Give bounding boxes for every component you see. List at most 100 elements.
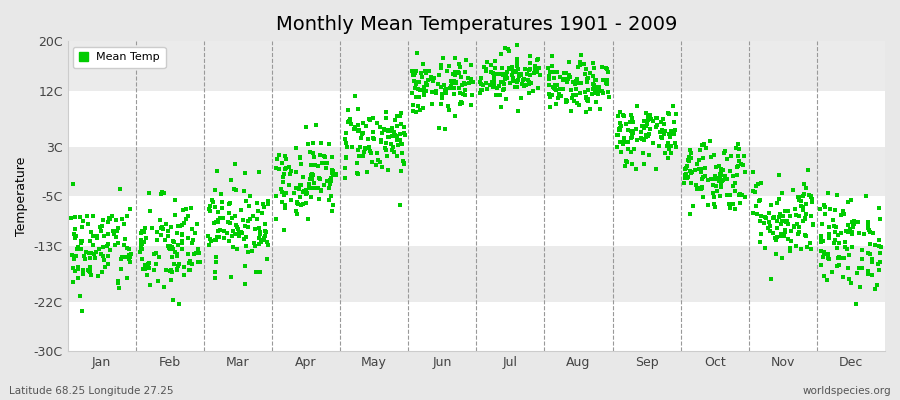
Point bbox=[211, 218, 225, 225]
Point bbox=[692, 185, 706, 191]
Point bbox=[252, 234, 266, 241]
Point bbox=[695, 183, 709, 190]
Point bbox=[388, 117, 402, 123]
Point bbox=[292, 186, 306, 192]
Point bbox=[361, 136, 375, 143]
Point bbox=[668, 139, 682, 146]
Point bbox=[842, 276, 857, 283]
Point bbox=[248, 242, 263, 249]
Point bbox=[446, 85, 461, 91]
Point bbox=[709, 175, 724, 182]
Point bbox=[838, 244, 852, 250]
Point bbox=[639, 134, 653, 140]
Point bbox=[682, 158, 697, 165]
Point bbox=[312, 196, 327, 202]
Point bbox=[588, 76, 602, 83]
Point bbox=[794, 202, 808, 209]
Point bbox=[814, 262, 828, 268]
Point bbox=[556, 70, 571, 76]
Point bbox=[624, 112, 638, 118]
Point bbox=[94, 251, 108, 258]
Point bbox=[850, 270, 864, 276]
Point bbox=[418, 68, 432, 74]
Point bbox=[581, 96, 596, 102]
Point bbox=[712, 178, 726, 184]
Point bbox=[472, 90, 487, 96]
Point bbox=[379, 115, 393, 121]
Point bbox=[68, 226, 83, 232]
Point bbox=[475, 87, 490, 93]
Point bbox=[464, 75, 479, 82]
Point bbox=[495, 65, 509, 72]
Point bbox=[136, 265, 150, 272]
Point bbox=[165, 269, 179, 275]
Point bbox=[383, 140, 398, 147]
Point bbox=[376, 126, 391, 133]
Point bbox=[397, 124, 411, 130]
Point bbox=[169, 253, 184, 260]
Point bbox=[138, 224, 152, 231]
Point bbox=[564, 108, 579, 114]
Point bbox=[445, 80, 459, 86]
Point bbox=[710, 188, 724, 194]
Point bbox=[111, 240, 125, 247]
Point bbox=[770, 200, 784, 206]
Point bbox=[251, 225, 266, 231]
Point bbox=[374, 164, 389, 170]
Point bbox=[777, 233, 791, 240]
Point bbox=[641, 117, 655, 124]
Point bbox=[325, 166, 339, 173]
Point bbox=[512, 71, 526, 78]
Point bbox=[324, 178, 338, 184]
Point bbox=[68, 268, 82, 274]
Point bbox=[299, 191, 313, 198]
Point bbox=[360, 169, 374, 175]
Point bbox=[189, 250, 203, 256]
Point bbox=[73, 240, 87, 246]
Point bbox=[356, 153, 370, 159]
Point bbox=[381, 128, 395, 134]
Point bbox=[680, 163, 694, 170]
Point bbox=[86, 212, 101, 219]
Point bbox=[312, 151, 327, 158]
Point bbox=[394, 140, 409, 147]
Point bbox=[505, 72, 519, 78]
Point bbox=[796, 207, 811, 213]
Point bbox=[542, 76, 556, 82]
Point bbox=[435, 94, 449, 100]
Point bbox=[111, 280, 125, 286]
Point bbox=[730, 163, 744, 170]
Point bbox=[480, 58, 494, 65]
Point bbox=[193, 258, 207, 265]
Point bbox=[212, 234, 226, 240]
Point bbox=[214, 190, 229, 197]
Point bbox=[486, 80, 500, 86]
Point bbox=[698, 173, 712, 180]
Point bbox=[718, 173, 733, 180]
Point bbox=[487, 75, 501, 81]
Point bbox=[175, 245, 189, 252]
Point bbox=[798, 232, 813, 238]
Point bbox=[164, 224, 178, 230]
Point bbox=[508, 78, 522, 84]
Point bbox=[437, 126, 452, 132]
Point bbox=[238, 234, 253, 240]
Point bbox=[613, 109, 627, 115]
Point bbox=[101, 261, 115, 268]
Point bbox=[385, 146, 400, 153]
Point bbox=[190, 221, 204, 227]
Point bbox=[70, 244, 85, 250]
Point bbox=[292, 155, 307, 161]
Point bbox=[524, 80, 538, 86]
Point bbox=[517, 82, 531, 89]
Point bbox=[329, 172, 344, 178]
Point bbox=[562, 59, 577, 65]
Point bbox=[302, 176, 317, 183]
Point bbox=[108, 217, 122, 223]
Point bbox=[579, 66, 593, 72]
Point bbox=[658, 150, 672, 156]
Point bbox=[386, 149, 400, 155]
Point bbox=[75, 238, 89, 244]
Point bbox=[860, 222, 875, 228]
Point bbox=[451, 69, 465, 76]
